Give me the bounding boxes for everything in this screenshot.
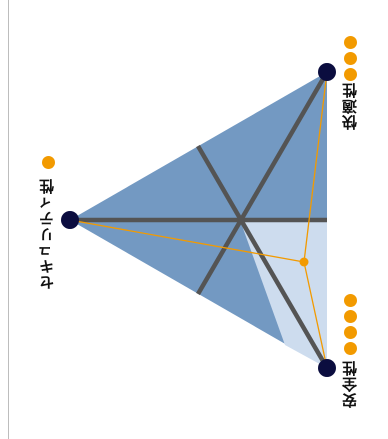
score-dot-safety [344, 326, 357, 339]
score-dot-comfort [344, 68, 357, 81]
label-safety: 安全性 [341, 360, 359, 408]
vertex-comfort [318, 63, 336, 81]
score-dot-security [42, 156, 55, 169]
label-security: セキュリティ性 [38, 178, 56, 290]
score-line-comfort [303, 71, 328, 263]
score-dot-safety [344, 310, 357, 323]
frame-border [8, 0, 9, 439]
score-dots-safety [344, 294, 358, 358]
vertex-safety [318, 359, 336, 377]
score-dots-comfort [344, 36, 358, 84]
score-line-security [69, 219, 305, 263]
score-dot-comfort [344, 36, 357, 49]
axis-line-comfort [196, 70, 329, 296]
axis-line-safety [196, 144, 329, 370]
score-dot-comfort [344, 52, 357, 65]
label-comfort: 快適性 [341, 82, 359, 130]
score-dots-security [42, 156, 56, 172]
score-dot-safety [344, 294, 357, 307]
score-point [299, 257, 309, 267]
vertex-security [61, 211, 79, 229]
score-dot-safety [344, 342, 357, 355]
score-line-safety [303, 261, 328, 369]
